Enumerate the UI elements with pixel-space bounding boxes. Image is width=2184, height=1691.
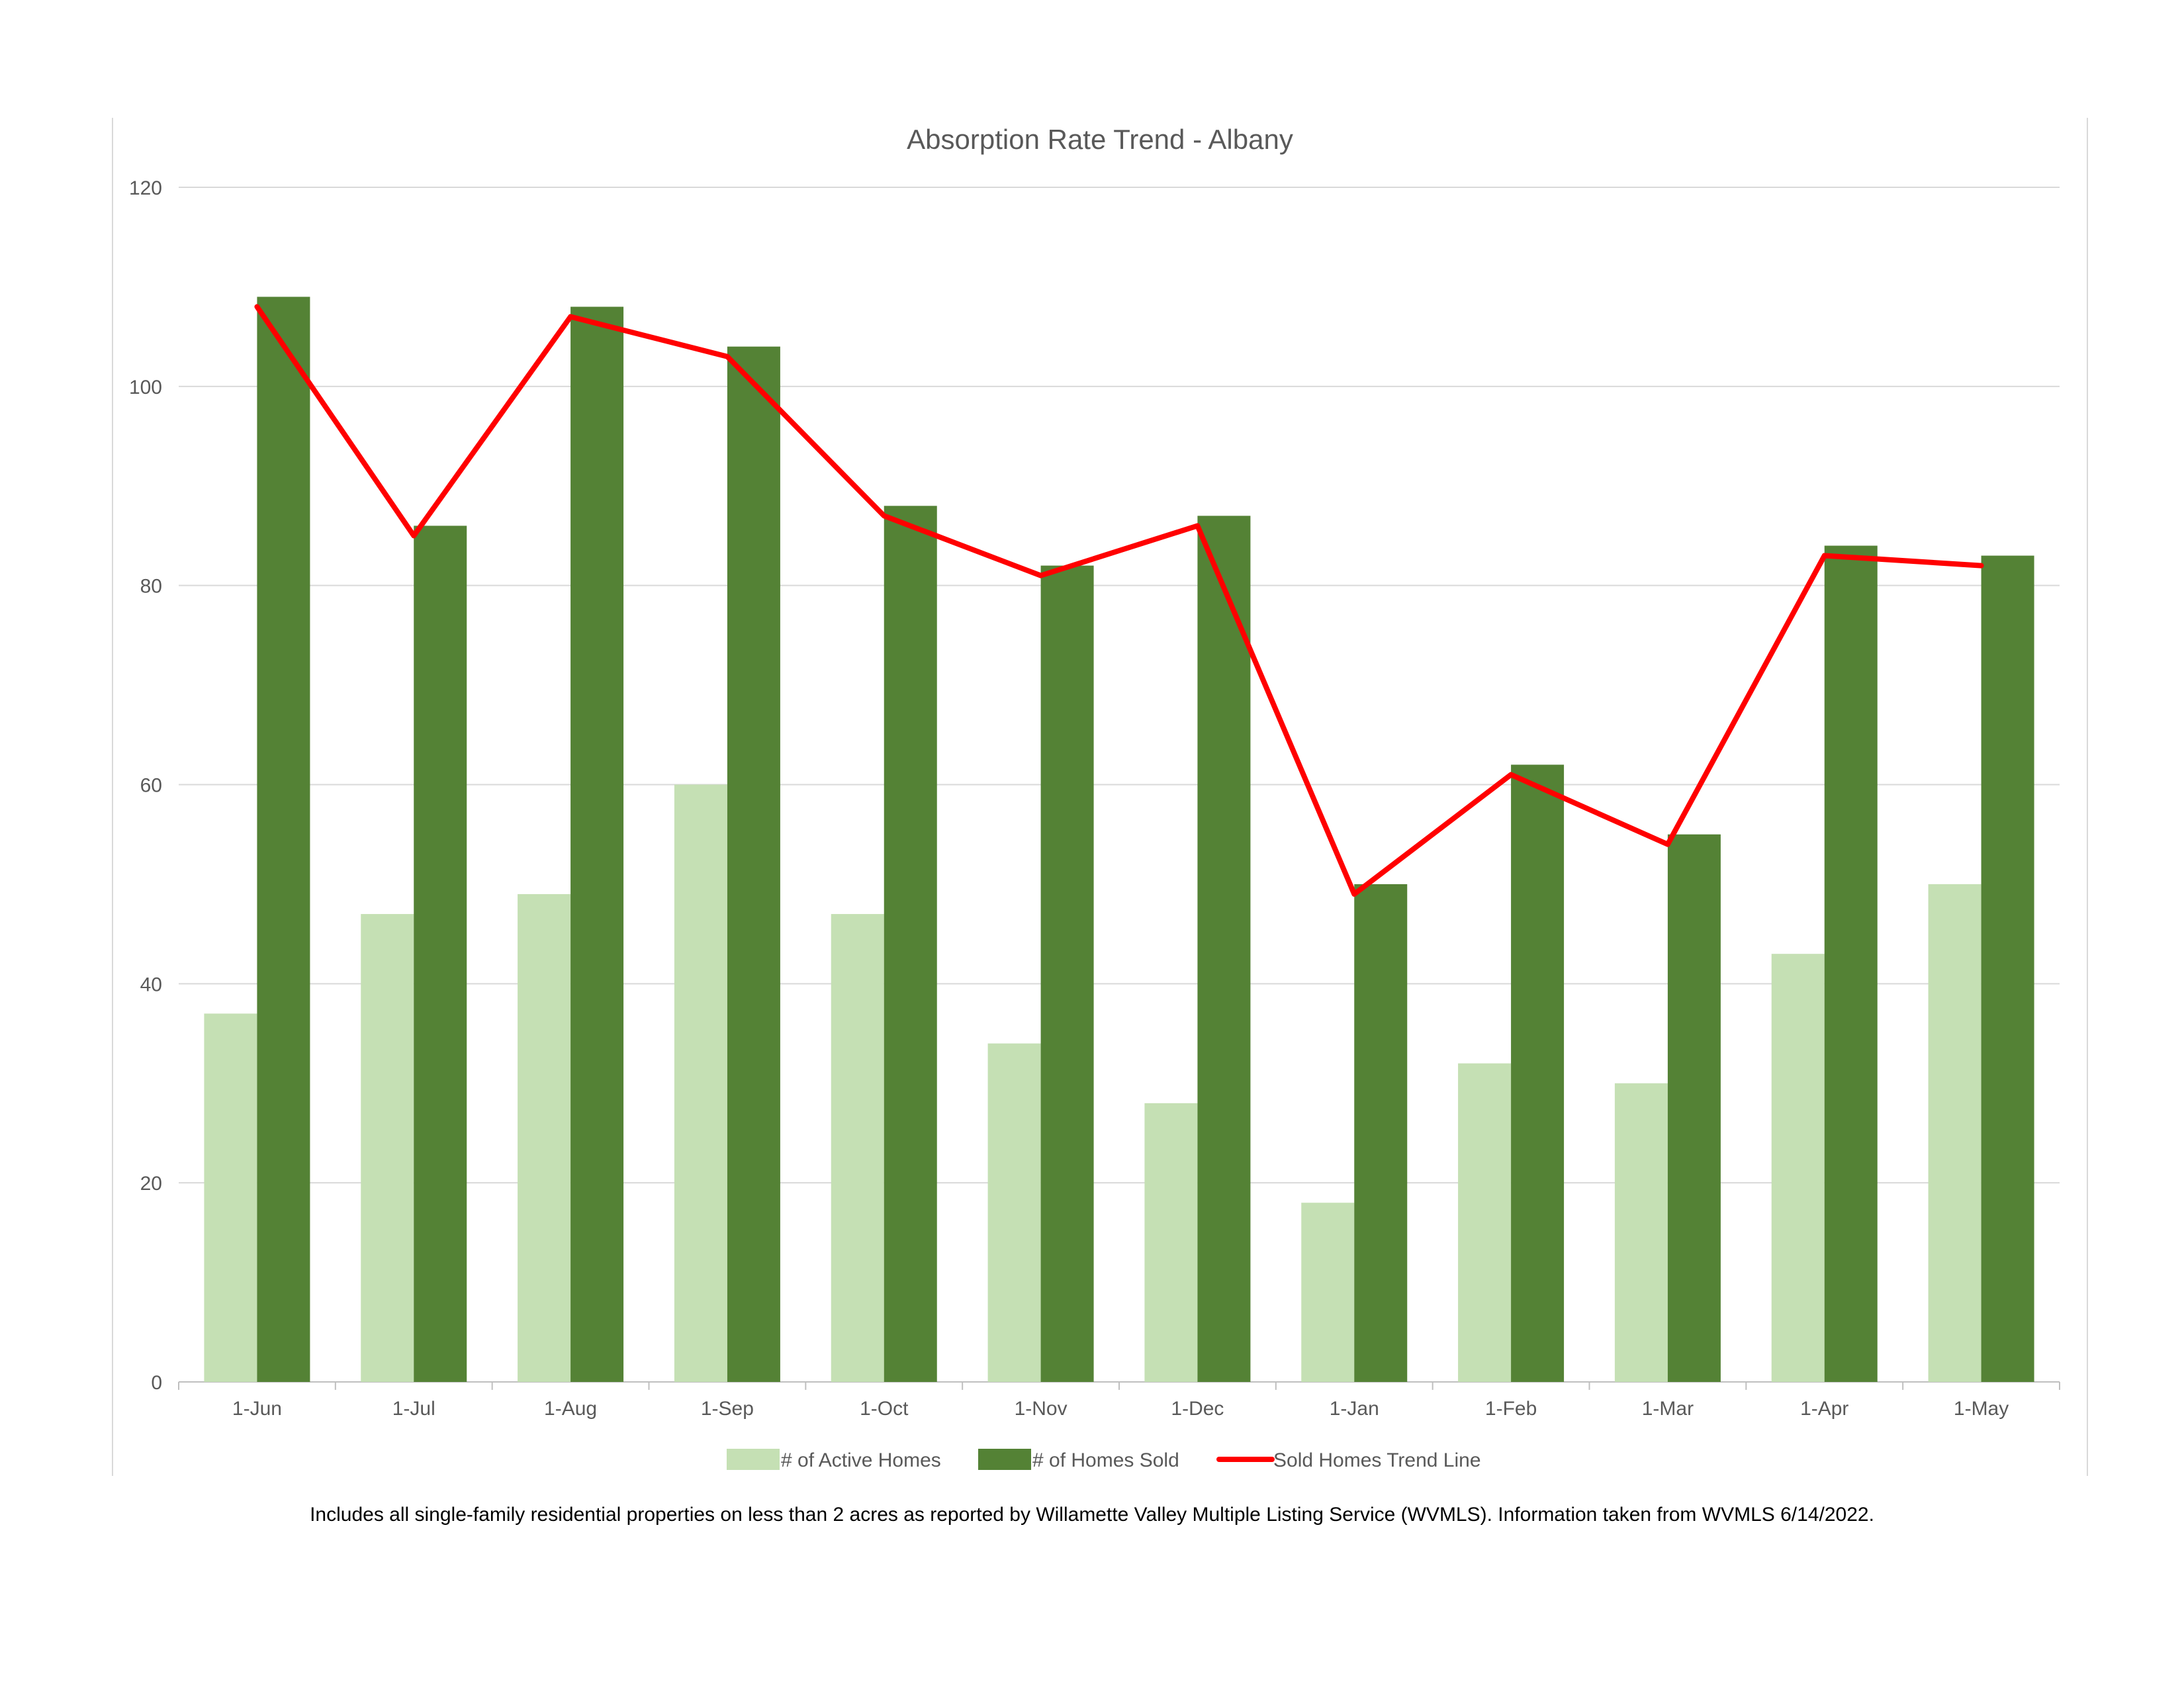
bar-active-homes xyxy=(987,1043,1041,1382)
bar-active-homes xyxy=(518,893,571,1382)
x-tick-label: 1-Sep xyxy=(701,1398,754,1420)
x-tick-label: 1-Jul xyxy=(392,1398,435,1420)
bar-active-homes xyxy=(1144,1103,1198,1382)
legend-label: # of Active Homes xyxy=(781,1449,941,1471)
bar-active-homes xyxy=(204,1013,257,1382)
bar-homes-sold xyxy=(570,306,624,1382)
bar-homes-sold xyxy=(414,526,467,1382)
bar-active-homes xyxy=(831,914,884,1382)
trend-line xyxy=(254,304,1984,897)
x-tick-label: 1-Apr xyxy=(1800,1398,1848,1420)
chart-title: Absorption Rate Trend - Albany xyxy=(907,124,1293,155)
y-axis-ticks: 0 20 40 60 80 100 120 xyxy=(129,177,162,1394)
y-tick-label: 40 xyxy=(140,974,162,995)
trend-line-layer xyxy=(254,304,1984,897)
x-tick-label: 1-Aug xyxy=(544,1398,597,1420)
x-tick-label: 1-May xyxy=(1954,1398,2009,1420)
y-tick-label: 100 xyxy=(129,377,162,398)
legend: # of Active Homes # of Homes Sold Sold Hom… xyxy=(727,1449,1481,1471)
legend-label: Sold Homes Trend Line xyxy=(1273,1449,1481,1471)
y-tick-label: 80 xyxy=(140,576,162,598)
y-tick-label: 60 xyxy=(140,775,162,797)
bar-homes-sold xyxy=(1981,555,2034,1382)
bar-active-homes xyxy=(1614,1083,1668,1382)
legend-label: # of Homes Sold xyxy=(1032,1449,1179,1471)
legend-swatch xyxy=(727,1449,780,1470)
bar-homes-sold xyxy=(727,346,780,1382)
bar-active-homes xyxy=(1771,954,1825,1382)
bar-homes-sold xyxy=(1667,834,1721,1382)
x-axis-ticks: 1-Jun 1-Jul 1-Aug 1-Sep 1-Oct 1-Nov 1-Dec 1-Jan… xyxy=(232,1398,2009,1420)
bar-active-homes xyxy=(1301,1203,1355,1382)
bar-active-homes xyxy=(1928,884,1981,1382)
bar-homes-sold xyxy=(1197,516,1251,1382)
bar-homes-sold xyxy=(884,506,937,1383)
bar-homes-sold xyxy=(1354,884,1408,1382)
bar-active-homes xyxy=(674,784,727,1382)
bar-active-homes xyxy=(361,914,414,1382)
x-tick-label: 1-Oct xyxy=(860,1398,909,1420)
y-tick-label: 0 xyxy=(151,1372,162,1394)
footnote: Includes all single-family residential p… xyxy=(310,1504,1874,1526)
x-tick-label: 1-Jan xyxy=(1330,1398,1379,1420)
y-tick-label: 20 xyxy=(140,1173,162,1195)
bar-homes-sold xyxy=(1824,545,1878,1382)
x-tick-label: 1-Jun xyxy=(232,1398,282,1420)
bar-active-homes xyxy=(1458,1063,1512,1382)
y-tick-label: 120 xyxy=(129,177,162,199)
x-tick-label: 1-Dec xyxy=(1171,1398,1224,1420)
bar-homes-sold xyxy=(257,297,310,1382)
bar-homes-sold xyxy=(1511,764,1565,1382)
legend-swatch xyxy=(978,1449,1031,1470)
bar-homes-sold xyxy=(1040,565,1094,1383)
x-tick-label: 1-Mar xyxy=(1642,1398,1694,1420)
bars xyxy=(204,297,2034,1383)
x-tick-label: 1-Nov xyxy=(1015,1398,1068,1420)
x-tick-label: 1-Feb xyxy=(1485,1398,1537,1420)
gridlines xyxy=(178,187,2060,1390)
